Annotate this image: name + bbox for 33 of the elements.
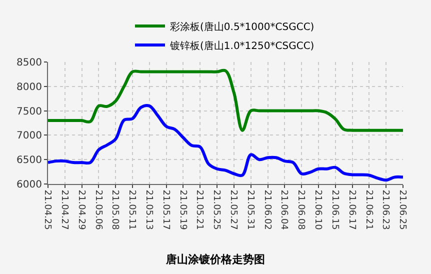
x-tick-label: 21.04.29 (76, 190, 86, 230)
legend-label: 镀锌板(唐山1.0*1250*CSGCC) (169, 40, 314, 52)
x-tick-label: 21.05.25 (211, 190, 222, 230)
y-tick-label: 6500 (16, 155, 42, 166)
x-tick-label: 21.06.02 (262, 190, 272, 230)
x-tick-label: 21.05.11 (126, 190, 137, 230)
legend-label: 彩涂板(唐山0.5*1000*CSGCC) (170, 20, 314, 33)
x-tick-label: 21.05.21 (194, 190, 204, 230)
x-tick-label: 21.05.31 (244, 190, 255, 230)
x-tick-label: 21.05.27 (228, 190, 238, 230)
text: 唐山涂镀价格走势图 (165, 253, 265, 266)
y-tick-label: 7500 (16, 106, 42, 118)
y-tick-label: 6000 (16, 180, 42, 190)
x-tick-label: 21.06.08 (296, 190, 306, 230)
x-tick-label: 21.06.25 (397, 190, 408, 230)
x-tick-label: 21.05.13 (144, 190, 154, 230)
y-tick-label: 8000 (16, 82, 42, 93)
x-tick-label: 21.04.27 (58, 190, 69, 230)
line-series (48, 104, 403, 182)
x-tick-label: 21.04.25 (42, 190, 52, 230)
x-tick-label: 21.06.23 (380, 190, 390, 230)
y-tick-label: 8500 (16, 58, 42, 68)
line-series (48, 68, 403, 132)
x-tick-label: 21.06.10 (312, 190, 323, 230)
x-tick-label: 21.05.08 (110, 190, 120, 230)
x-tick-label: 21.05.19 (177, 190, 188, 230)
x-tick-label: 21.05.06 (92, 190, 103, 230)
x-tick-label: 21.05.17 (160, 190, 170, 230)
x-tick-label: 21.06.21 (363, 190, 374, 230)
x-tick-label: 21.06.04 (278, 190, 289, 230)
x-tick-label: 21.06.15 (329, 190, 340, 230)
x-tick-label: 21.06.17 (346, 190, 356, 230)
y-tick-label: 7000 (16, 130, 42, 142)
